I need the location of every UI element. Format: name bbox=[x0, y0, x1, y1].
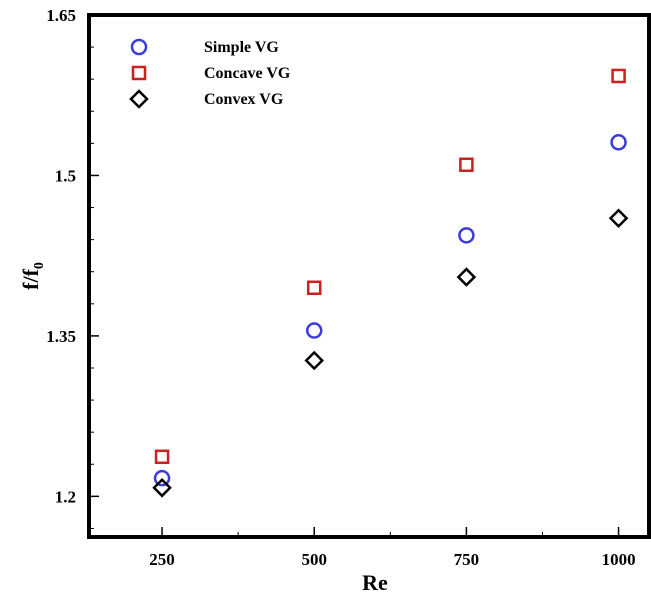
concave-vg-point bbox=[459, 157, 474, 173]
y-axis-title: f/f0 bbox=[18, 262, 47, 290]
convex-vg-point bbox=[456, 267, 477, 287]
legend-marker-convex-vg bbox=[129, 89, 149, 109]
concave-vg-point bbox=[611, 68, 626, 84]
convex-vg-point bbox=[152, 478, 172, 498]
y-tick-label: 1.65 bbox=[46, 6, 76, 25]
x-axis-title: Re bbox=[362, 570, 388, 595]
legend-label-simple-vg: Simple VG bbox=[204, 39, 279, 56]
convex-vg-point bbox=[304, 350, 324, 371]
x-tick-label: 500 bbox=[301, 550, 327, 569]
plot-frame bbox=[87, 13, 651, 539]
y-axis-title-subscript: 0 bbox=[32, 262, 47, 269]
axis-ticks: 250 500 750 1000 1.2 1.35 1.5 1.65 bbox=[46, 6, 635, 569]
y-tick-label: 1.2 bbox=[55, 487, 76, 506]
data-marks bbox=[152, 68, 629, 498]
simple-vg-point bbox=[305, 322, 323, 339]
legend-label-convex-vg: Convex VG bbox=[204, 91, 284, 108]
convex-vg-point bbox=[608, 208, 629, 229]
simple-vg-point bbox=[610, 134, 627, 151]
x-tick-label: 750 bbox=[454, 550, 480, 569]
y-tick-label: 1.5 bbox=[55, 166, 76, 185]
y-tick-label: 1.35 bbox=[46, 327, 76, 346]
legend-marker-simple-vg bbox=[130, 38, 148, 56]
y-axis-title-main: f/f bbox=[18, 268, 43, 289]
legend-label-concave-vg: Concave VG bbox=[204, 65, 291, 82]
concave-vg-point bbox=[306, 280, 322, 296]
simple-vg-point bbox=[153, 469, 171, 487]
simple-vg-point bbox=[458, 227, 475, 244]
legend-marker-concave-vg bbox=[131, 65, 147, 81]
x-tick-label: 1000 bbox=[602, 550, 636, 569]
legend: Simple VG Concave VG Convex VG bbox=[129, 38, 291, 109]
x-tick-label: 250 bbox=[149, 550, 175, 569]
concave-vg-point bbox=[154, 449, 170, 465]
